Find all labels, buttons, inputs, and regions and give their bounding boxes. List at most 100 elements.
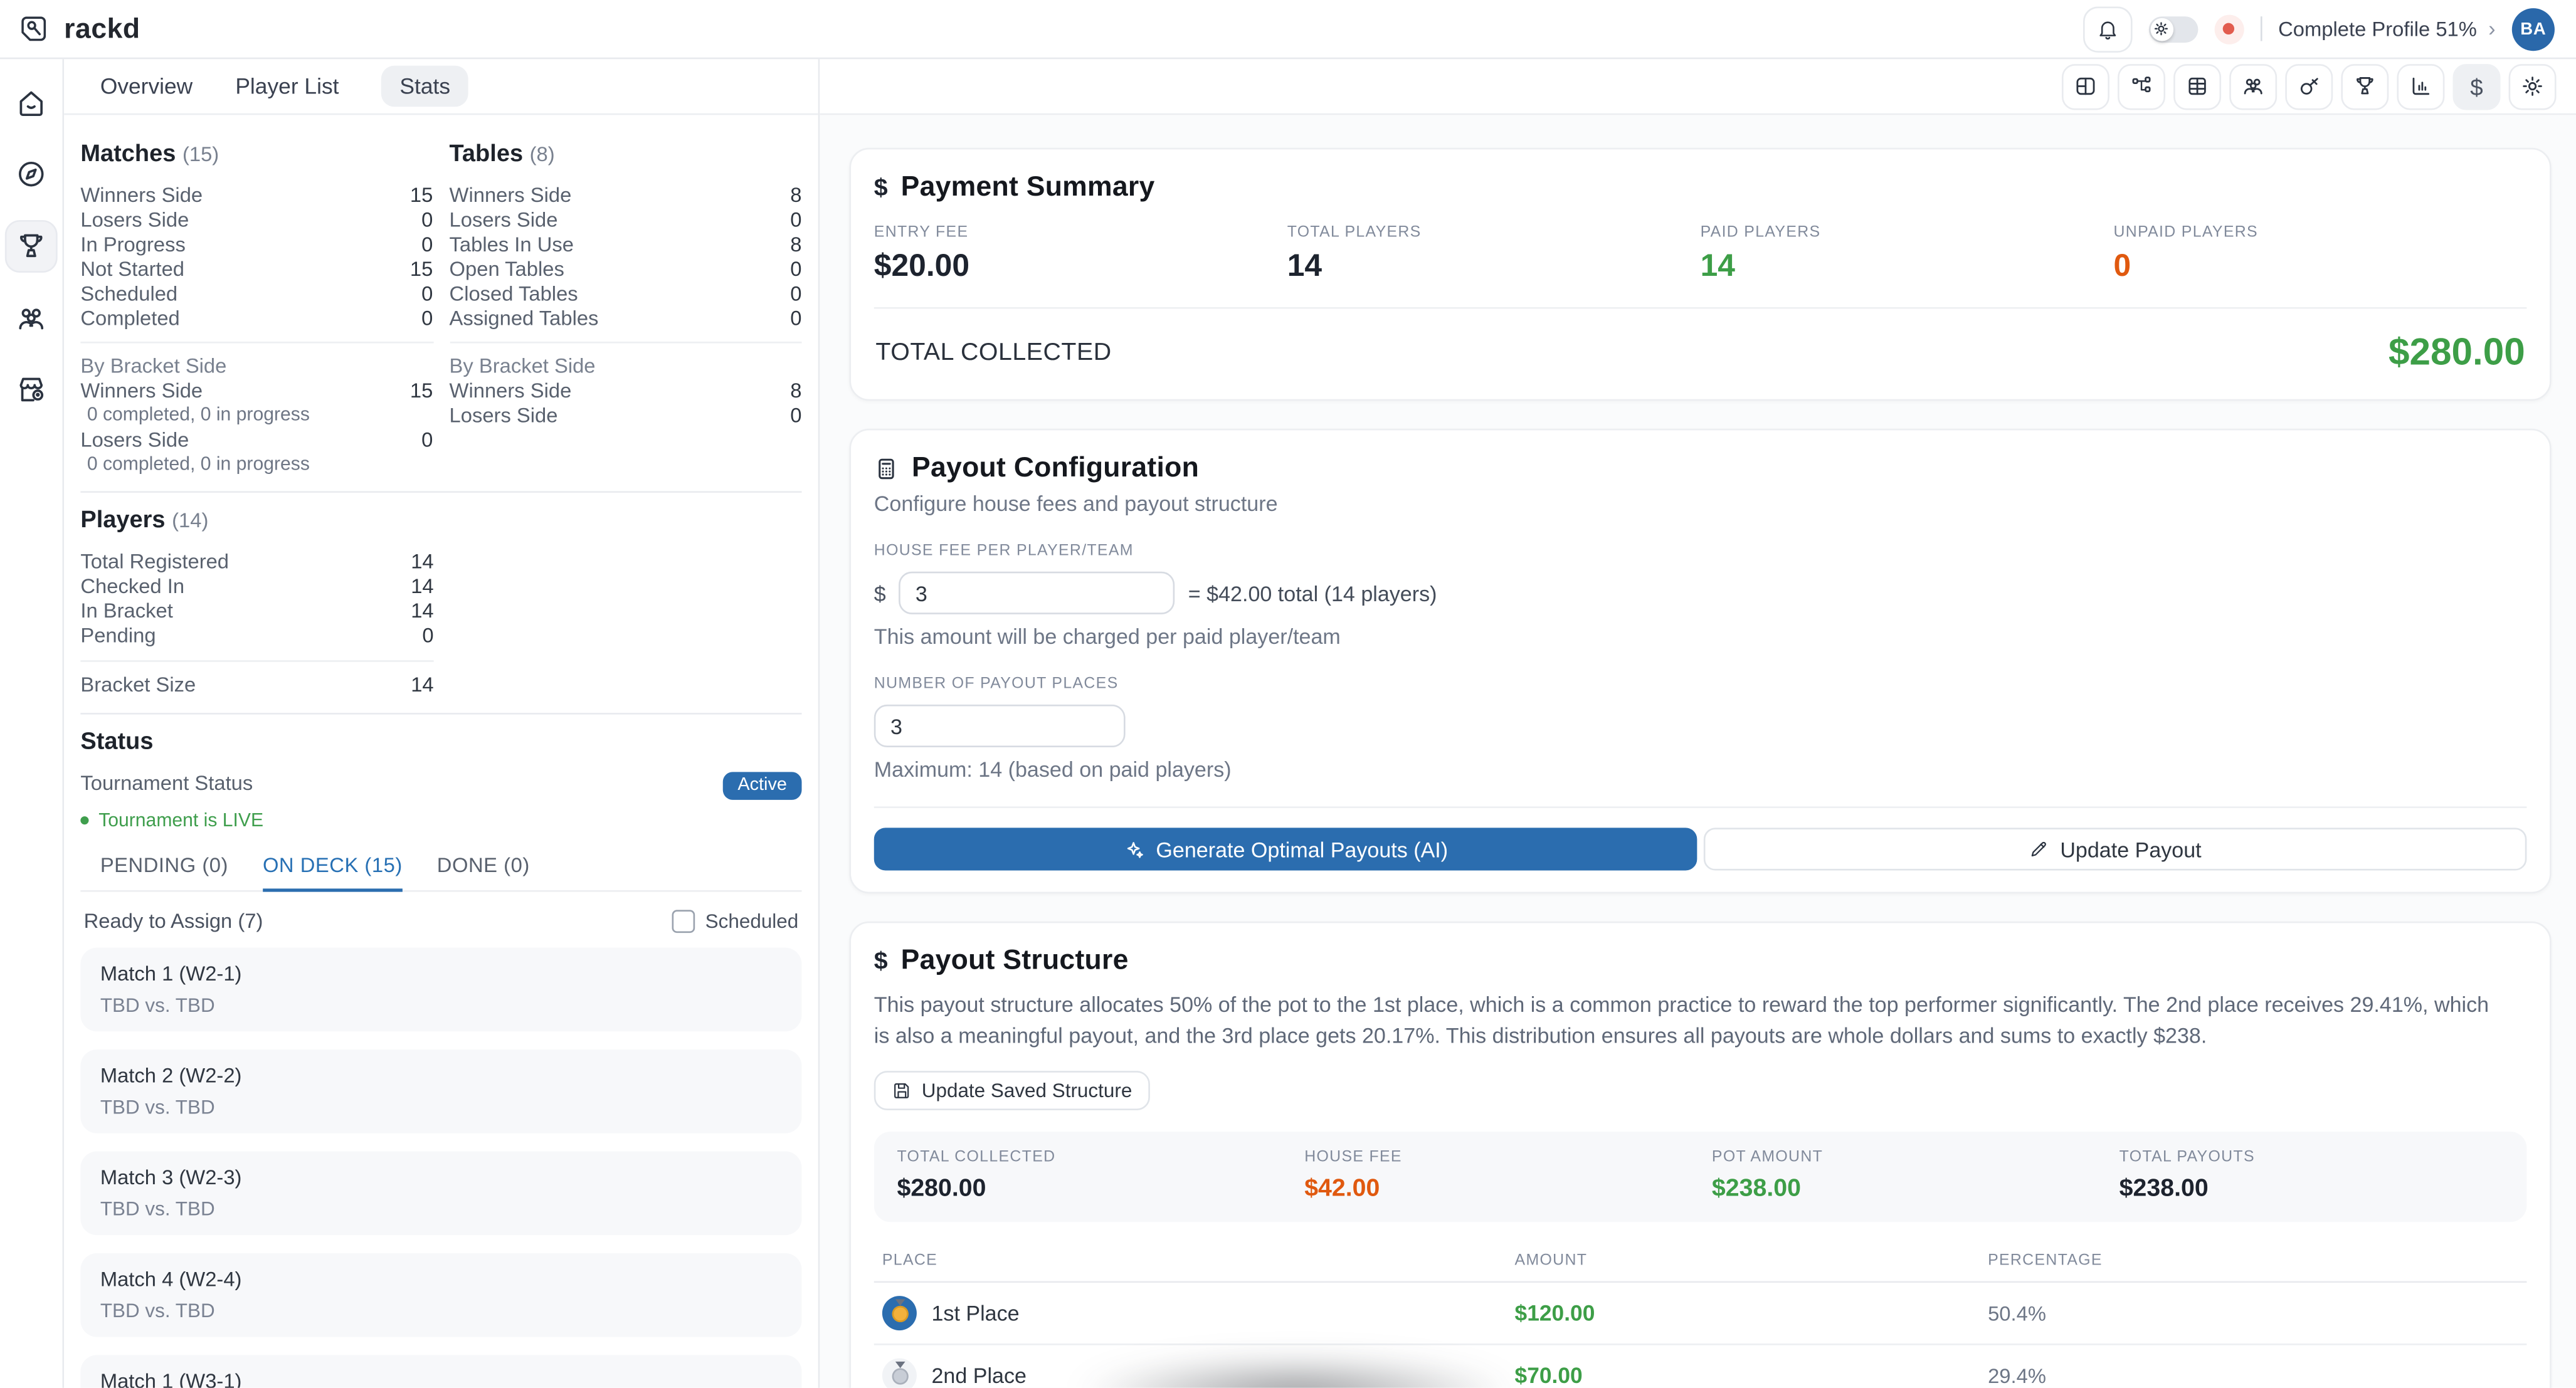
stat-row: Losers Side 0 [80,428,433,452]
results-view-button[interactable] [2341,63,2389,110]
stat-row: Completed 0 [80,306,433,330]
complete-profile-link[interactable]: Complete Profile 51% › [2278,18,2495,41]
sun-icon [2150,17,2173,41]
matches-title: Matches (15) [80,141,219,168]
payout-places-label: NUMBER OF PAYOUT PLACES [874,675,1119,693]
dollar-icon: $ [874,173,888,201]
referee-view-button[interactable] [2285,63,2333,110]
tournament-status-row: Tournament Status Active [80,772,802,800]
brand[interactable]: rackd [0,13,140,45]
ready-to-assign-label: Ready to Assign (7) [83,910,263,933]
nav-venues[interactable] [6,365,56,414]
house-fee-input[interactable] [899,571,1175,614]
settings-button[interactable] [2508,63,2557,110]
sparkles-icon [1123,838,1144,860]
tab-stats[interactable]: Stats [381,65,468,107]
scheduled-filter[interactable]: Scheduled [672,910,798,933]
metric-entry-fee: ENTRY FEE $20.00 [874,223,970,285]
gear-icon [2520,74,2545,98]
flow-view-button[interactable] [2118,63,2166,110]
brand-name: rackd [64,12,140,44]
tab-overview[interactable]: Overview [100,73,193,99]
stat-row: Pending 0 [80,624,434,648]
players-title: Players (14) [80,508,209,535]
tab-pending[interactable]: PENDING (0) [100,854,228,877]
save-disk-icon [892,1081,912,1100]
alert-indicator [2214,14,2244,44]
top-bar: rackd [0,0,2576,60]
nav-home[interactable] [6,79,56,129]
stat-row: Scheduled 0 [80,281,433,305]
metric-unpaid-players: UNPAID PLAYERS 0 [2113,223,2258,285]
match-list-item[interactable]: Match 3 (W2-3) TBD vs. TBD [80,1151,802,1236]
table-view-button[interactable] [2173,63,2222,110]
avatar[interactable]: BA [2511,7,2555,50]
payout-structure-card: $ Payout Structure This payout structure… [849,921,2552,1388]
panel-tabs: Overview Player List Stats [64,59,818,115]
strip-house-fee: HOUSE FEE $42.00 [1304,1148,1402,1202]
bracket-panel-icon [2073,74,2098,98]
tab-done[interactable]: DONE (0) [436,854,530,877]
nav-tournaments[interactable] [4,220,58,273]
match-list-item[interactable]: Match 1 (W2-1) TBD vs. TBD [80,947,802,1032]
tournament-side-panel: Overview Player List Stats Matches (15) … [64,59,820,1388]
dollar-icon: $ [2470,73,2483,100]
main-area: $ $ Payment Summary [820,59,2576,1388]
match-list-item[interactable]: Match 4 (W2-4) TBD vs. TBD [80,1253,802,1337]
bracket-view-button[interactable] [2061,63,2109,110]
tables-title: Tables (8) [449,141,555,168]
calculator-icon [874,456,899,480]
chevron-right-icon: › [2488,16,2496,41]
bracket-sub: 0 completed, 0 in progress [87,455,310,475]
stat-row: Winners Side 8 [449,184,802,208]
payout-places-help: Maximum: 14 (based on paid players) [874,757,1232,782]
stat-row: Losers Side 0 [80,208,433,232]
metric-paid-players: PAID PLAYERS 14 [1700,223,1821,285]
match-list-item[interactable]: Match 2 (W2-2) TBD vs. TBD [80,1049,802,1133]
strip-total-payouts: TOTAL PAYOUTS $238.00 [2119,1148,2255,1202]
deck-tabs: PENDING (0) ON DECK (15) DONE (0) [80,854,802,892]
notifications-button[interactable] [2082,6,2132,52]
stats-view-button[interactable] [2397,63,2445,110]
players-stats: Players (14) Total Registered 14 Checked … [80,508,801,698]
match-list-item[interactable]: Match 1 (W3-1) TBD vs. TBD [80,1355,802,1388]
total-collected-row: TOTAL COLLECTED $280.00 [874,309,2527,378]
silver-medal-icon [882,1358,917,1388]
view-toolbar: $ [820,59,2576,115]
tab-on-deck[interactable]: ON DECK (15) [262,854,403,892]
update-payout-button[interactable]: Update Payout [1703,828,2527,871]
tables-stats: Tables (8) Winners Side 8 Losers Side 0 Ta… [449,138,802,477]
house-fee-total: = $42.00 total (14 players) [1188,581,1437,606]
dollar-icon: $ [874,947,888,975]
matches-stats: Matches (15) Winners Side 15 Losers Side 0… [80,138,433,477]
scheduled-checkbox[interactable] [672,910,695,933]
whistle-icon [2297,74,2321,98]
update-saved-structure-button[interactable]: Update Saved Structure [874,1071,1151,1111]
generate-optimal-payouts-button[interactable]: Generate Optimal Payouts (AI) [874,828,1697,871]
nav-players[interactable] [6,294,56,344]
payments-view-button[interactable]: $ [2452,63,2501,110]
payout-configuration-card: Payout Configuration Configure house fee… [849,428,2552,894]
bell-icon [2096,18,2119,41]
payments-content: $ Payment Summary ENTRY FEE $20.00 TOTAL… [820,115,2576,1388]
payout-row-1st: 1st Place $120.00 50.4% [874,1283,2527,1345]
bracket-side-heading: By Bracket Side [449,355,596,379]
trophy-icon [15,230,48,263]
topbar-divider [2260,16,2262,41]
bracket-sub: 0 completed, 0 in progress [87,406,310,426]
house-fee-help: This amount will be charged per paid pla… [874,624,1341,649]
stat-row: Winners Side 15 [80,380,433,404]
payout-places-input[interactable] [874,704,1126,748]
tab-player-list[interactable]: Player List [235,73,339,99]
stat-row: Closed Tables 0 [449,281,802,305]
theme-toggle[interactable] [2148,15,2198,42]
home-icon [15,87,48,120]
alert-dot-icon [2223,23,2235,35]
payout-structure-title: Payout Structure [900,944,1129,976]
compass-icon [15,158,48,191]
players-view-button[interactable] [2229,63,2278,110]
stat-row: Total Registered 14 [80,550,434,574]
payout-configuration-title: Payout Configuration [912,451,1200,483]
nav-explore[interactable] [6,149,56,199]
